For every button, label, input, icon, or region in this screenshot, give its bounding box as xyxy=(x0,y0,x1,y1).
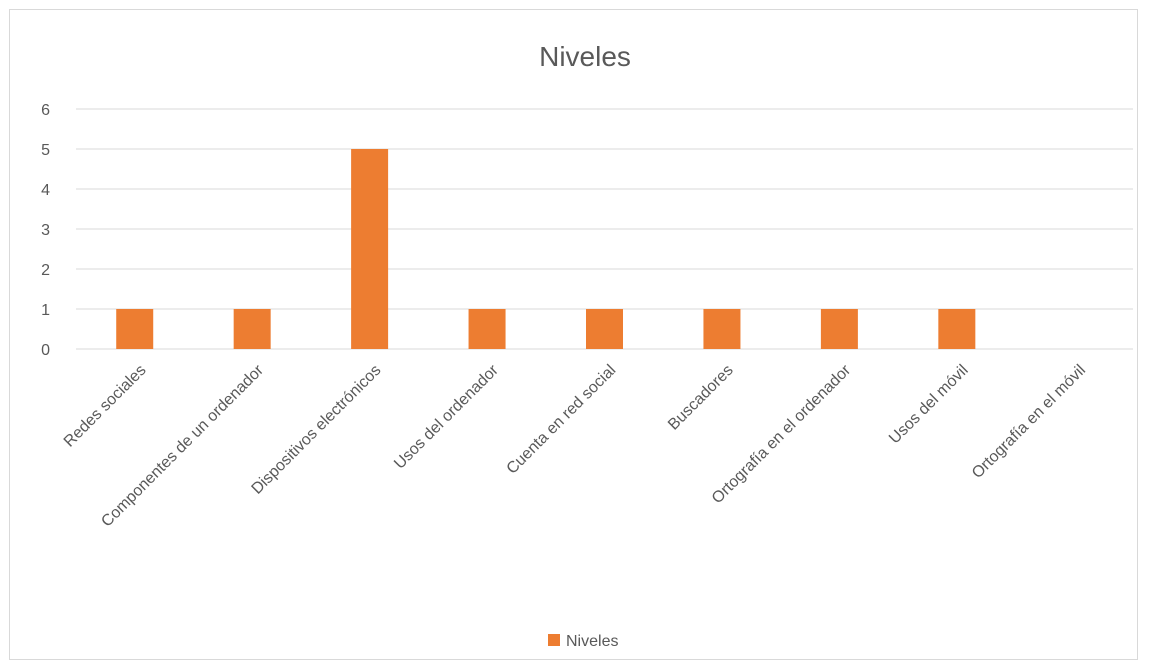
bar xyxy=(820,309,858,349)
legend-swatch-niveles xyxy=(548,634,560,646)
bar xyxy=(351,149,389,349)
y-tick-label: 3 xyxy=(41,222,50,239)
chart-title: Niveles xyxy=(539,41,631,72)
bar-series xyxy=(116,149,976,349)
x-tick-label: Ortografía en el móvil xyxy=(969,362,1089,482)
y-tick-label: 1 xyxy=(41,302,50,319)
y-tick-label: 5 xyxy=(41,142,50,159)
bar xyxy=(116,309,154,349)
bar xyxy=(938,309,976,349)
legend: Niveles xyxy=(548,633,618,650)
legend-label-niveles: Niveles xyxy=(566,633,618,650)
y-tick-label: 2 xyxy=(41,262,50,279)
x-tick-label: Usos del móvil xyxy=(886,362,972,448)
bar xyxy=(233,309,271,349)
y-axis: 0 1 2 3 4 5 6 xyxy=(41,102,50,359)
x-tick-label: Cuenta en red social xyxy=(504,362,620,478)
bar xyxy=(468,309,506,349)
bar xyxy=(703,309,741,349)
y-tick-label: 6 xyxy=(41,102,50,119)
x-tick-label: Ortografía en el ordenador xyxy=(709,361,855,507)
bar xyxy=(586,309,623,349)
y-tick-label: 4 xyxy=(41,182,50,199)
x-tick-label: Redes sociales xyxy=(61,362,150,451)
x-tick-label: Buscadores xyxy=(665,362,737,434)
x-tick-label: Usos del ordenador xyxy=(391,361,502,472)
x-tick-label: Dispositivos electrónicos xyxy=(249,362,385,498)
y-tick-label: 0 xyxy=(41,342,50,359)
